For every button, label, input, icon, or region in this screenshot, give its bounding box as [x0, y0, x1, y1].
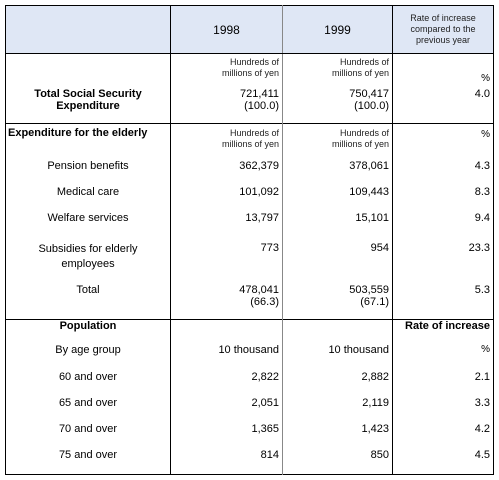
- population-row-1999: 2,119: [282, 396, 393, 423]
- elderly-row-label: Pension benefits: [5, 159, 171, 186]
- units-row: Hundreds of millions of yen Hundreds of …: [5, 53, 494, 86]
- elderly-row-1998: 362,379: [170, 159, 283, 186]
- elderly-row-rate: 9.4: [474, 211, 490, 224]
- population-row-rate: 4.5: [474, 448, 490, 461]
- elderly-unit-1999: Hundreds of millions of yen: [282, 123, 393, 160]
- table-row: 75 and over 814 850 4.5: [5, 448, 494, 475]
- population-row-label: 65 and over: [5, 396, 171, 423]
- total-ss-row: Total Social Security Expenditure 721,41…: [5, 85, 494, 124]
- elderly-total-1999: 503,559 (67.1): [282, 279, 393, 320]
- table-row: Welfare services 13,797 15,101 9.4: [5, 211, 494, 238]
- header-row: 1998 1999 Rate of increase compared to t…: [5, 5, 494, 54]
- population-row-label: 70 and over: [5, 422, 171, 449]
- social-security-table: 1998 1999 Rate of increase compared to t…: [5, 5, 494, 475]
- elderly-total-row: Total 478,041 (66.3) 503,559 (67.1) 5.3: [5, 279, 494, 320]
- total-ss-1998: 721,411 (100.0): [170, 85, 283, 124]
- table-row: Subsidies for elderly employees 773 954 …: [5, 237, 494, 280]
- total-ss-rate: 4.0: [474, 87, 490, 100]
- population-label: Population: [5, 319, 171, 344]
- elderly-row-label: Medical care: [5, 185, 171, 212]
- population-row-rate: 4.2: [474, 422, 490, 435]
- elderly-rate-unit: %: [392, 123, 494, 160]
- elderly-row-1999: 15,101: [282, 211, 393, 238]
- population-row-label: 75 and over: [5, 448, 171, 475]
- header-1998: 1998: [170, 5, 283, 54]
- elderly-unit-1998: Hundreds of millions of yen: [170, 123, 283, 160]
- elderly-section-row: Expenditure for the elderly Hundreds of …: [5, 123, 494, 160]
- population-row-1998: 814: [170, 448, 283, 475]
- elderly-total-rate: 5.3: [474, 283, 490, 296]
- population-row-rate: 3.3: [474, 396, 490, 409]
- population-row-1998: 2,822: [170, 370, 283, 397]
- elderly-row-1998: 101,092: [170, 185, 283, 212]
- table-row: Medical care 101,092 109,443 8.3: [5, 185, 494, 212]
- population-units-row: By age group 10 thousand 10 thousand %: [5, 343, 494, 371]
- total-ss-label: Total Social Security Expenditure: [5, 85, 171, 124]
- population-unit-1999: 10 thousand: [282, 343, 393, 371]
- header-blank: [5, 5, 171, 54]
- population-row-1999: 2,882: [282, 370, 393, 397]
- population-row-1999: 1,423: [282, 422, 393, 449]
- elderly-row-rate: 23.3: [468, 241, 490, 254]
- population-row-rate: 2.1: [474, 370, 490, 383]
- population-row-1998: 1,365: [170, 422, 283, 449]
- elderly-row-1999: 378,061: [282, 159, 393, 186]
- population-rate-unit: %: [481, 343, 490, 355]
- elderly-total-label: Total: [5, 279, 171, 320]
- elderly-row-1998: 13,797: [170, 211, 283, 238]
- units-1998: Hundreds of millions of yen: [170, 53, 283, 86]
- header-rate: Rate of increase compared to the previou…: [392, 5, 494, 54]
- table-row: 70 and over 1,365 1,423 4.2: [5, 422, 494, 449]
- elderly-row-1998: 773: [170, 237, 283, 280]
- units-rate: %: [481, 72, 490, 84]
- header-1999: 1999: [282, 5, 393, 54]
- total-ss-1999: 750,417 (100.0): [282, 85, 393, 124]
- population-row-label: 60 and over: [5, 370, 171, 397]
- table-row: Pension benefits 362,379 378,061 4.3: [5, 159, 494, 186]
- population-row-1999: 850: [282, 448, 393, 475]
- units-1999: Hundreds of millions of yen: [282, 53, 393, 86]
- population-header-row: Population Rate of increase: [5, 319, 494, 344]
- elderly-row-label: Welfare services: [5, 211, 171, 238]
- by-age-label: By age group: [5, 343, 171, 371]
- population-row-1998: 2,051: [170, 396, 283, 423]
- table-row: 65 and over 2,051 2,119 3.3: [5, 396, 494, 423]
- elderly-row-label: Subsidies for elderly employees: [5, 237, 171, 280]
- elderly-row-1999: 954: [282, 237, 393, 280]
- elderly-total-1998: 478,041 (66.3): [170, 279, 283, 320]
- elderly-row-rate: 8.3: [474, 185, 490, 198]
- elderly-section-label: Expenditure for the elderly: [5, 123, 171, 160]
- table-row: 60 and over 2,822 2,882 2.1: [5, 370, 494, 397]
- population-rate-label: Rate of increase: [392, 319, 494, 344]
- elderly-row-1999: 109,443: [282, 185, 393, 212]
- population-unit-1998: 10 thousand: [170, 343, 283, 371]
- elderly-row-rate: 4.3: [474, 159, 490, 172]
